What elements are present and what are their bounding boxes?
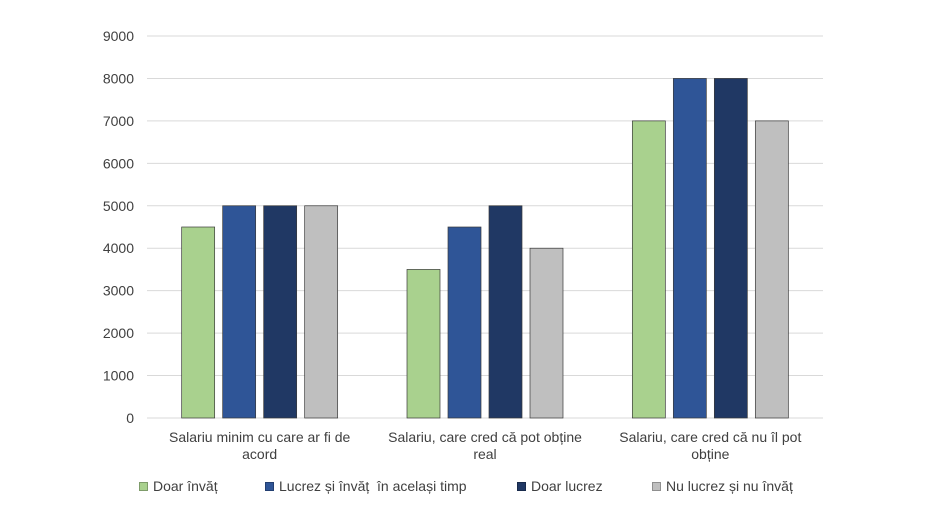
bar [181,226,216,419]
legend-swatch [265,481,274,491]
y-tick-label: 3000 [103,283,134,299]
y-tick-label: 5000 [103,198,134,214]
x-category-label-line: obține [691,446,729,462]
legend-label: Doar învăț [153,478,218,494]
y-tick-label: 7000 [103,113,134,129]
y-tick-label: 8000 [103,70,134,86]
y-tick-label: 1000 [103,368,134,384]
legend-label: Lucrez și învăț în același timp [279,478,467,494]
x-category-label-line: Salariu minim cu care ar fi de [169,429,351,445]
legend-swatch [652,481,661,491]
bar [631,120,666,419]
x-category-label: Salariu minim cu care ar fi de acord [169,429,351,462]
bar [713,78,748,419]
legend-item: Nu lucrez și nu învăț [652,478,793,494]
legend-swatch [139,481,148,491]
y-tick-label: 0 [126,410,134,426]
bar [447,226,482,419]
legend-item: Doar lucrez [517,478,603,494]
x-category-label: Salariu, care cred că nu îl pot obține [619,429,801,462]
bar [222,205,257,419]
x-category-label: Salariu, care cred că pot obține real [388,429,582,462]
y-tick-label: 6000 [103,155,134,171]
bar [304,205,339,419]
y-tick-label: 4000 [103,240,134,256]
bar [488,205,523,419]
y-tick-label: 2000 [103,325,134,341]
legend-item: Doar învăț [139,478,218,494]
y-tick-label: 9000 [103,28,134,44]
x-category-label-line: Salariu, care cred că nu îl pot [619,429,801,445]
legend: Doar învăț Lucrez și învăț în același tim… [0,478,930,498]
legend-item: Lucrez și învăț în același timp [265,478,467,494]
bar [672,78,707,419]
bar [754,120,789,419]
bar [263,205,298,419]
legend-label: Doar lucrez [531,478,603,494]
x-category-label-line: Salariu, care cred că pot obține [388,429,582,445]
x-category-label-line: acord [242,446,277,462]
legend-swatch [517,481,526,491]
x-category-label-line: real [473,446,496,462]
bar [406,269,441,419]
bar [529,247,564,419]
legend-label: Nu lucrez și nu învăț [666,478,793,494]
